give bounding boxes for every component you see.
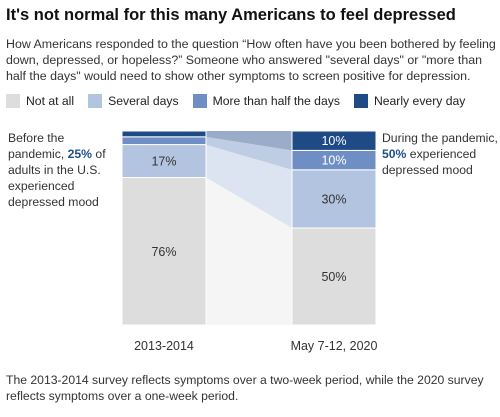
data-label: 17%: [151, 155, 176, 169]
x-tick-label: 2013-2014: [134, 339, 194, 353]
chart-footnote: The 2013-2014 survey reflects symptoms o…: [6, 373, 484, 403]
flow-band: [206, 131, 292, 151]
legend-swatch: [6, 94, 20, 108]
chart-subtitle: How Americans responded to the question …: [6, 37, 496, 83]
annotation-highlight: 50%: [382, 147, 407, 161]
legend-item-not-at-all: Not at all: [6, 94, 74, 108]
annotation-text: Before the pandemic,: [8, 131, 68, 161]
annotation-during-pandemic: During the pandemic, 50% experienced dep…: [382, 130, 498, 178]
annotation-highlight: 25%: [67, 147, 93, 161]
legend: Not at all Several days More than half t…: [6, 94, 496, 108]
flow-band: [206, 136, 292, 170]
legend-label: Nearly every day: [373, 94, 466, 108]
legend-swatch: [192, 94, 207, 108]
flow-band: [206, 144, 292, 228]
data-label: 30%: [321, 192, 346, 206]
legend-item-more-than-half: More than half the days: [192, 94, 340, 108]
annotation-text: of adults in the U.S. experienced depres…: [8, 147, 106, 209]
annotation-text: During the pandemic,: [382, 131, 498, 145]
bar-segment: [121, 130, 207, 138]
chart-title: It's not normal for this many Americans …: [6, 6, 456, 24]
bar-segment: [121, 144, 207, 179]
x-tick-label: May 7-12, 2020: [291, 339, 378, 353]
data-label: 10%: [321, 134, 346, 148]
data-label: 50%: [321, 270, 346, 284]
flow-band: [206, 177, 292, 325]
bar-segment: [121, 136, 207, 146]
legend-label: Not at all: [26, 94, 75, 108]
legend-swatch: [353, 94, 368, 108]
data-label: 10%: [321, 154, 346, 168]
annotation-text: experienced depressed mood: [382, 147, 477, 177]
legend-label: Several days: [108, 94, 179, 108]
bar-segment: [291, 227, 377, 326]
annotation-before-pandemic: Before the pandemic, 25% of adults in th…: [8, 130, 118, 210]
data-label: 76%: [151, 245, 176, 259]
bar-segment: [291, 169, 377, 229]
legend-item-several-days: Several days: [88, 94, 179, 108]
bar-segment: [291, 130, 377, 151]
legend-swatch: [88, 94, 103, 108]
legend-item-nearly-every-day: Nearly every day: [353, 94, 466, 108]
legend-label: More than half the days: [212, 94, 340, 108]
bar-segment: [121, 177, 207, 326]
